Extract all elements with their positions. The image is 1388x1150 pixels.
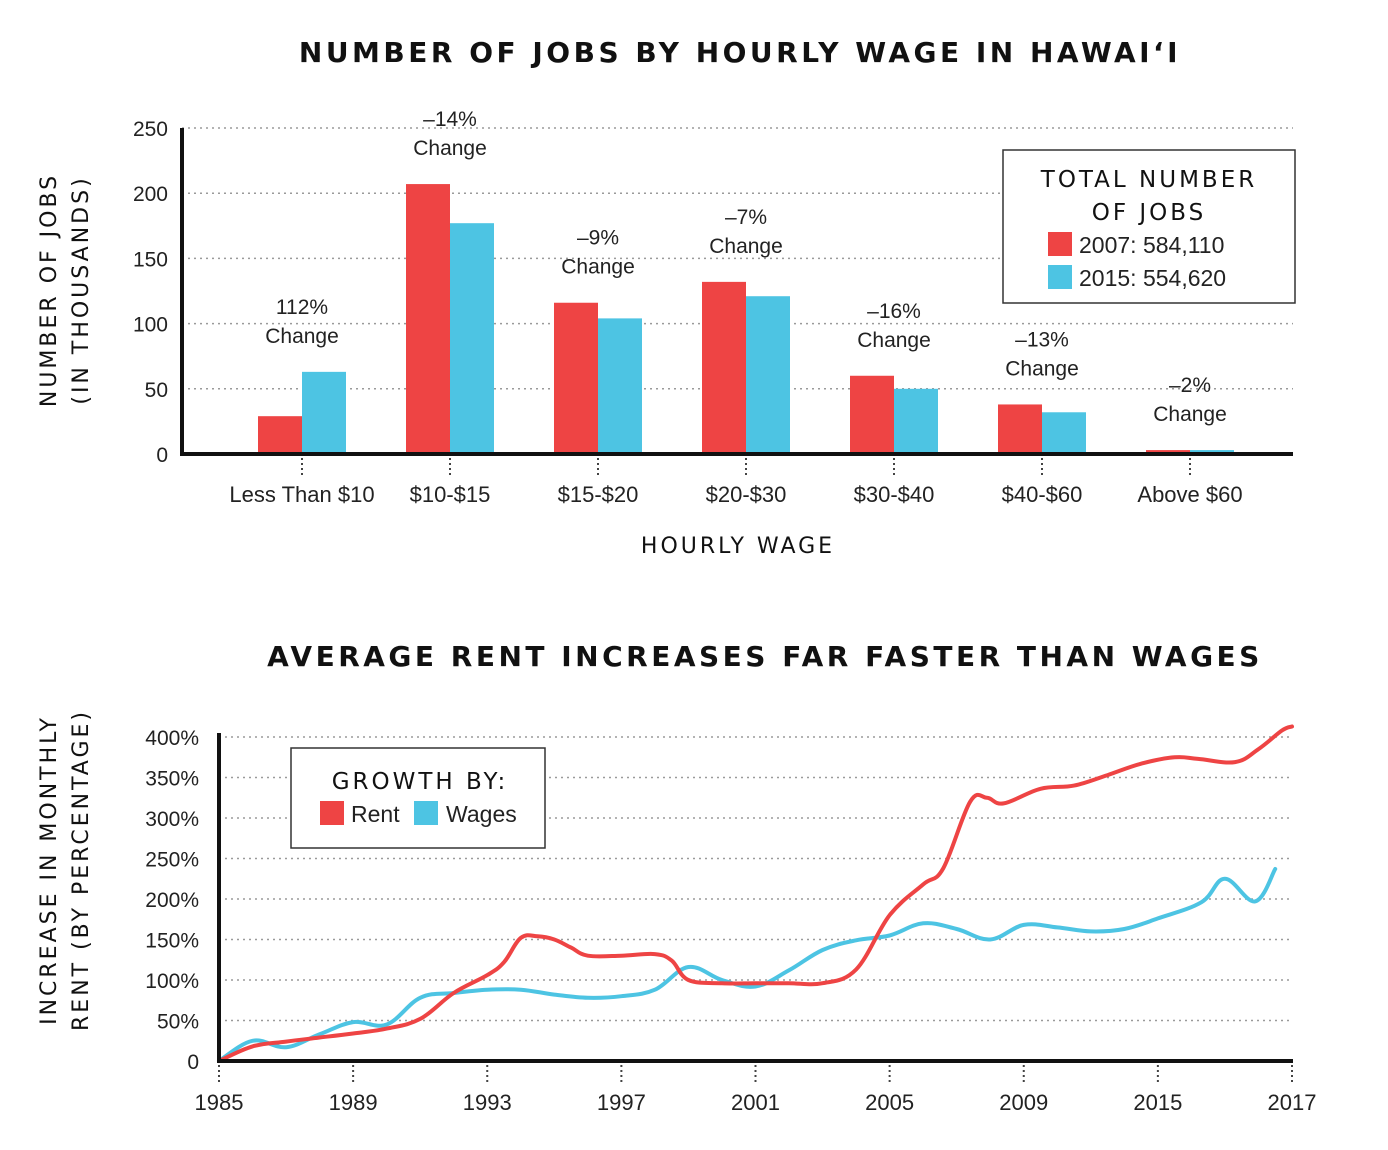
bar-2015	[894, 388, 938, 454]
bar-change-word: Change	[561, 256, 635, 279]
line-y-tick-label: 50%	[157, 1011, 199, 1034]
line-series-wages	[217, 867, 1278, 1063]
bar-2007	[258, 416, 302, 454]
bar-category-label: $10-$15	[410, 482, 491, 507]
line-chart-y-ticks: 0 50% 100% 150% 200% 250% 300% 350% 400%	[145, 727, 199, 1074]
bar-change-percent: –9%	[577, 227, 619, 250]
bar-change-word: Change	[1153, 403, 1227, 426]
bar-chart-y-axis-label: NUMBER OF JOBS (IN THOUSANDS)	[37, 173, 94, 407]
bar-y-tick-label: 100	[133, 314, 168, 337]
line-y-label-line-2: RENT (BY PERCENTAGE)	[69, 709, 94, 1031]
bar-change-word: Change	[709, 235, 783, 258]
line-chart-legend: GROWTH BY: Rent Wages	[290, 747, 546, 849]
bar-change-percent: –13%	[1015, 328, 1069, 351]
line-x-tick-label: 1993	[463, 1090, 512, 1115]
bar-chart-x-ticks: Less Than $10 $10-$15 $15-$20 $20-$30 $30-$4…	[229, 458, 1243, 507]
line-x-tick-label: 2015	[1133, 1090, 1182, 1115]
line-y-label-line-1: INCREASE IN MONTHLY	[37, 715, 62, 1025]
bar-y-tick-label: 0	[156, 444, 168, 467]
line-chart-x-ticks: 1985 1989 1993 1997 2001 2005 2009 2015 2017	[195, 1065, 1317, 1115]
bar-2015	[1042, 412, 1086, 454]
line-x-tick-label: 1989	[329, 1090, 378, 1115]
bar-change-word: Change	[265, 325, 339, 348]
line-x-tick-label: 2001	[731, 1090, 780, 1115]
bar-legend-swatch-2007	[1048, 232, 1072, 256]
line-x-tick-label: 2009	[999, 1090, 1048, 1115]
line-x-tick-label: 2017	[1268, 1090, 1317, 1115]
bar-change-word: Change	[1005, 357, 1079, 380]
bar-y-label-line-2: (IN THOUSANDS)	[69, 175, 94, 404]
bar-change-percent: –7%	[725, 206, 767, 229]
bar-y-label-line-1: NUMBER OF JOBS	[37, 173, 62, 407]
bar-2007	[702, 281, 746, 454]
bar-2007	[406, 184, 450, 454]
line-series-rent	[217, 724, 1294, 1063]
bar-category-label: $40-$60	[1002, 482, 1083, 507]
bar-y-tick-label: 150	[133, 248, 168, 271]
line-legend-entry-rent: Rent	[351, 801, 400, 827]
line-chart-y-axis-label: INCREASE IN MONTHLY RENT (BY PERCENTAGE)	[37, 709, 94, 1031]
bar-2015	[746, 296, 790, 454]
bar-change-word: Change	[413, 137, 487, 160]
bar-chart-change-annotations: 112% Change –14% Change –9% Change –7% Change –1…	[265, 108, 1227, 426]
bar-chart-y-ticks: 0 50 100 150 200 250	[133, 118, 168, 467]
bar-2015	[302, 371, 346, 454]
bar-2015	[598, 318, 642, 454]
bar-category-label: Less Than $10	[229, 482, 374, 507]
bar-legend-title-line-2: OF JOBS	[1092, 200, 1207, 226]
bar-category-label: $20-$30	[706, 482, 787, 507]
bar-2007	[554, 302, 598, 454]
bar-y-tick-label: 50	[145, 379, 168, 402]
bar-change-percent: –2%	[1169, 374, 1211, 397]
line-y-tick-label: 0	[187, 1051, 199, 1074]
bar-2015	[450, 223, 494, 454]
bar-legend-title-line-1: TOTAL NUMBER	[1040, 167, 1257, 193]
bar-category-label: Above $60	[1137, 482, 1242, 507]
line-chart-series	[217, 724, 1294, 1063]
line-x-tick-label: 1985	[195, 1090, 244, 1115]
line-legend-swatch-rent	[320, 801, 344, 825]
bar-category-label: $30-$40	[854, 482, 935, 507]
bar-legend-entry-2015: 2015: 554,620	[1079, 265, 1226, 291]
line-y-tick-label: 200%	[145, 889, 199, 912]
bar-chart-legend: TOTAL NUMBER OF JOBS 2007: 584,110 2015:…	[1002, 149, 1296, 304]
bar-chart-bars	[258, 184, 1234, 454]
bar-change-word: Change	[857, 329, 931, 352]
bar-chart-x-axis-label: HOURLY WAGE	[641, 534, 835, 559]
line-y-tick-label: 100%	[145, 970, 199, 993]
bar-legend-swatch-2015	[1048, 265, 1072, 289]
line-legend-entry-wages: Wages	[446, 801, 517, 827]
line-y-tick-label: 300%	[145, 808, 199, 831]
bar-y-tick-label: 250	[133, 118, 168, 141]
bar-category-label: $15-$20	[558, 482, 639, 507]
bar-chart-title: NUMBER OF JOBS BY HOURLY WAGE IN HAWAI‘I	[299, 36, 1181, 69]
line-legend-swatch-wages	[414, 801, 438, 825]
line-legend-title: GROWTH BY:	[332, 769, 509, 795]
line-chart-title: AVERAGE RENT INCREASES FAR FASTER THAN W…	[267, 640, 1263, 673]
line-y-tick-label: 400%	[145, 727, 199, 750]
line-chart-gridlines	[219, 736, 1292, 1022]
line-y-tick-label: 350%	[145, 768, 199, 791]
line-y-tick-label: 150%	[145, 930, 199, 953]
bar-change-percent: –14%	[423, 108, 477, 131]
line-x-tick-label: 1997	[597, 1090, 646, 1115]
bar-y-tick-label: 200	[133, 183, 168, 206]
bar-legend-entry-2007: 2007: 584,110	[1079, 232, 1224, 258]
line-chart: AVERAGE RENT INCREASES FAR FASTER THAN W…	[37, 640, 1316, 1115]
bar-2007	[850, 375, 894, 454]
line-y-tick-label: 250%	[145, 849, 199, 872]
bar-change-percent: –16%	[867, 300, 921, 323]
bar-chart: NUMBER OF JOBS BY HOURLY WAGE IN HAWAI‘I…	[37, 36, 1296, 559]
bar-2007	[998, 404, 1042, 454]
line-legend-box	[290, 747, 546, 849]
bar-change-percent: 112%	[276, 296, 328, 319]
line-x-tick-label: 2005	[865, 1090, 914, 1115]
